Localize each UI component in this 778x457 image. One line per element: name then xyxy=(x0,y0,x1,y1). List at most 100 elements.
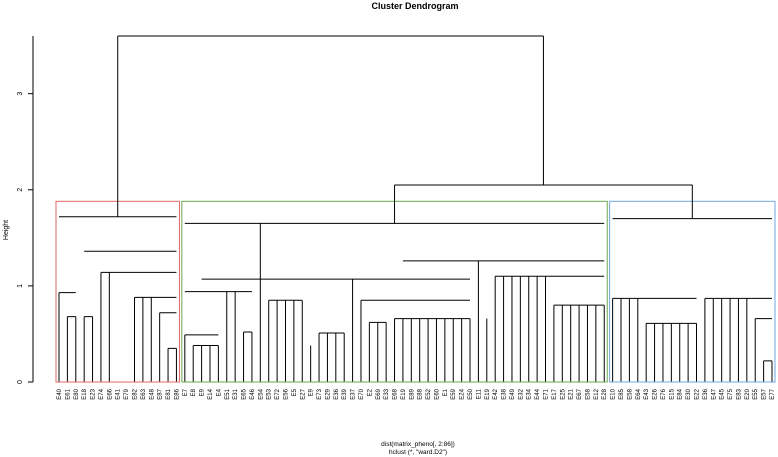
leaf-label: E76 xyxy=(661,388,667,399)
leaf-label: E21 xyxy=(569,388,575,399)
leaf-label: E19 xyxy=(401,388,407,399)
leaf-label: E22 xyxy=(695,388,701,399)
leaf-label: E7 xyxy=(183,388,189,396)
y-tick-label: 2 xyxy=(17,188,24,192)
leaf-label: E8 xyxy=(191,388,197,396)
leaf-label: E47 xyxy=(711,388,717,399)
leaf-label: E72 xyxy=(275,388,281,399)
leaf-label: E81 xyxy=(166,388,172,399)
leaf-label: E75 xyxy=(728,388,734,399)
leaf-label: E42 xyxy=(493,388,499,399)
leaf-label: E5 xyxy=(292,388,298,396)
leaf-label: E67 xyxy=(577,388,583,399)
leaf-label: E48 xyxy=(149,388,155,399)
leaf-label: E19 xyxy=(485,388,491,399)
leaf-label: E58 xyxy=(585,388,591,399)
leaf-label: E43 xyxy=(644,388,650,399)
leaf-label: E51 xyxy=(225,388,231,399)
y-tick-label: 3 xyxy=(17,92,24,96)
leaf-label: E65 xyxy=(242,388,248,399)
leaf-label: E27 xyxy=(300,388,306,399)
leaf-label: E23 xyxy=(91,388,97,399)
leaf-label: E30 xyxy=(686,388,692,399)
leaf-label: E60 xyxy=(434,388,440,399)
dendrogram-tree xyxy=(55,35,776,383)
leaf-label: E74 xyxy=(99,388,105,399)
chart-title: Cluster Dendrogram xyxy=(371,1,458,11)
leaf-label: E46 xyxy=(250,388,256,399)
leaf-label: E49 xyxy=(510,388,516,399)
x-axis-label-line2: hclust (*, "ward.D2") xyxy=(389,449,447,456)
leaf-label: E36 xyxy=(703,388,709,399)
leaf-label: E50 xyxy=(468,388,474,399)
leaf-label: E69 xyxy=(376,388,382,399)
leaf-label: E77 xyxy=(770,388,776,399)
leaf-label: E56 xyxy=(283,388,289,399)
leaf-label: E20 xyxy=(745,388,751,399)
leaf-label: E58 xyxy=(627,388,633,399)
leaf-label: E61 xyxy=(65,388,71,399)
leaf-label: E32 xyxy=(518,388,524,399)
leaf-label: E89 xyxy=(409,388,415,399)
leaf-label: E18 xyxy=(82,388,88,399)
leaf-label: E34 xyxy=(527,388,533,399)
leaf-label: E82 xyxy=(132,388,138,399)
leaf-label: E25 xyxy=(560,388,566,399)
leaf-label: E38 xyxy=(502,388,508,399)
leaf-label: E63 xyxy=(141,388,147,399)
leaf-label: E53 xyxy=(267,388,273,399)
leaf-label: E10 xyxy=(611,388,617,399)
leaf-label: E71 xyxy=(544,388,550,399)
leaf-label: E55 xyxy=(753,388,759,399)
leaf-label: E83 xyxy=(736,388,742,399)
leaf-label: E45 xyxy=(720,388,726,399)
leaf-label: E64 xyxy=(636,388,642,399)
leaf-label: E2 xyxy=(367,388,373,396)
leaf-label: E88 xyxy=(418,388,424,399)
leaf-label: E86 xyxy=(174,388,180,399)
leaf-label: E54 xyxy=(258,388,264,399)
cluster-rect xyxy=(55,200,180,383)
leaf-label: E79 xyxy=(124,388,130,399)
leaf-label: E9 xyxy=(200,388,206,396)
y-tick-label: 0 xyxy=(17,380,24,384)
leaf-label: E4 xyxy=(216,388,222,396)
leaf-label: E24 xyxy=(460,388,466,399)
x-axis-label-line1: dist(matrix_pheno[, 2:86]) xyxy=(381,441,455,448)
leaf-label: E57 xyxy=(762,388,768,399)
leaf-label: E33 xyxy=(384,388,390,399)
cluster-rect xyxy=(609,200,776,383)
leaf-label: E52 xyxy=(426,388,432,399)
leaf-label: E70 xyxy=(359,388,365,399)
leaf-label: E1 xyxy=(443,388,449,396)
leaf-label: E84 xyxy=(678,388,684,399)
leaf-label: E66 xyxy=(107,388,113,399)
leaf-label: E36 xyxy=(334,388,340,399)
leaf-label: E15 xyxy=(669,388,675,399)
leaf-label: E85 xyxy=(619,388,625,399)
leaf-label: E40 xyxy=(57,388,63,399)
leaf-label: E28 xyxy=(602,388,608,399)
y-tick-label: 1 xyxy=(17,284,24,288)
leaf-label: E26 xyxy=(653,388,659,399)
leaf-label: E44 xyxy=(535,388,541,399)
leaf-label: E80 xyxy=(74,388,80,399)
leaf-label: E12 xyxy=(594,388,600,399)
leaf-label: E87 xyxy=(158,388,164,399)
leaf-label: E17 xyxy=(552,388,558,399)
leaf-labels: E40 E61 E80 E18 E23 E74 E66 E41 E79 E82 E63 E48 E87 E… xyxy=(57,388,776,399)
leaf-label: E14 xyxy=(208,388,214,399)
leaf-label: E41 xyxy=(116,388,122,399)
leaf-label: E11 xyxy=(476,388,482,399)
leaf-label: E68 xyxy=(393,388,399,399)
leaf-label: E31 xyxy=(233,388,239,399)
leaf-label: E39 xyxy=(342,388,348,399)
y-axis-label: Height xyxy=(3,220,10,240)
leaf-label: E37 xyxy=(351,388,357,399)
y-axis: 0 1 2 3 xyxy=(17,36,34,384)
leaf-label: E73 xyxy=(317,388,323,399)
leaf-label: E59 xyxy=(451,388,457,399)
leaf-label: E9 xyxy=(309,388,315,396)
leaf-label: E29 xyxy=(325,388,331,399)
